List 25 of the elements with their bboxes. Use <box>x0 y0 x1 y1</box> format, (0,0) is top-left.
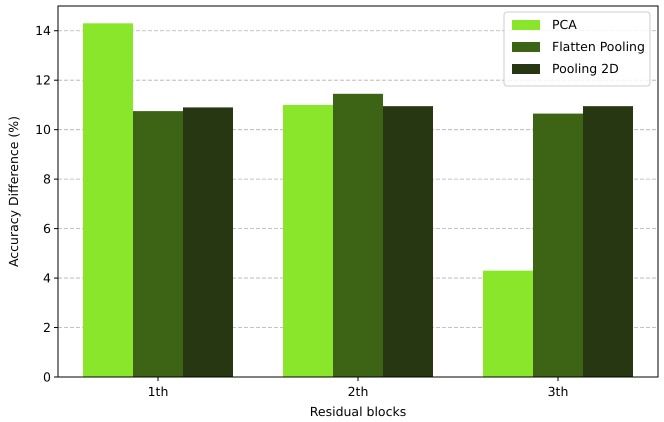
y-tick-label: 4 <box>43 270 52 286</box>
legend-label: Pooling 2D <box>552 61 619 76</box>
legend-label: PCA <box>552 17 578 32</box>
x-tick-label: 2th <box>348 384 368 399</box>
x-axis-title: Residual blocks <box>310 404 406 419</box>
bar <box>283 104 333 377</box>
bar <box>583 106 633 377</box>
bar <box>133 111 183 377</box>
bar <box>483 270 533 377</box>
bar <box>333 94 383 377</box>
y-tick-label: 0 <box>43 369 52 384</box>
y-tick-label: 12 <box>35 72 51 88</box>
legend-label: Flatten Pooling <box>552 39 645 54</box>
y-tick-label: 14 <box>35 23 52 38</box>
bar <box>183 107 233 377</box>
bar <box>83 23 133 377</box>
x-tick-label: 1th <box>148 384 168 399</box>
bar <box>383 106 433 377</box>
x-tick-label: 3th <box>548 384 568 399</box>
bar <box>533 114 583 377</box>
y-tick-label: 10 <box>35 122 52 138</box>
y-tick-label: 8 <box>43 172 52 187</box>
y-tick-label: 2 <box>43 320 51 335</box>
y-axis-title: Accuracy Difference (%) <box>6 116 21 268</box>
y-tick-label: 6 <box>43 220 52 236</box>
